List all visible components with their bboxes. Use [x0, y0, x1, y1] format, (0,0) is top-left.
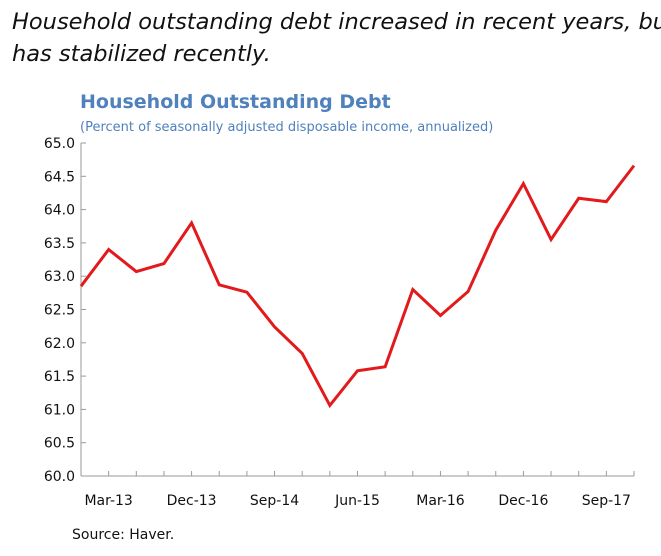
x-axis: Mar-13 Dec-13 Sep-14 Jun-15 Mar-16 Dec-16 Sep-… [80, 471, 635, 509]
y-tick-label: 64.5 [44, 169, 75, 185]
source-note: Source: Haver. [72, 527, 175, 543]
headline-line-2: has stabilized recently. [12, 41, 271, 67]
headline-line-1: Household outstanding debt increased in … [12, 9, 661, 35]
y-tick-label: 62.5 [44, 303, 75, 319]
x-tick-label: Sep-14 [250, 493, 299, 509]
y-axis: 60.0 60.5 61.0 61.5 62.0 62.5 63.0 63.5 64.0 64.5… [44, 136, 86, 485]
y-tick-label: 60.5 [44, 436, 75, 452]
y-tick-label: 62.0 [44, 336, 75, 352]
x-tick-label: Mar-16 [416, 493, 464, 509]
y-tick-label: 60.0 [44, 469, 75, 485]
x-tick-label: Mar-13 [84, 493, 132, 509]
x-tick-label: Sep-17 [582, 493, 631, 509]
series-lines [79, 164, 636, 409]
x-tick-label: Dec-16 [498, 493, 548, 509]
x-tick-label: Jun-15 [334, 493, 380, 509]
y-tick-label: 64.0 [44, 203, 75, 219]
series-line [79, 164, 636, 409]
x-tick-label: Dec-13 [167, 493, 217, 509]
y-tick-label: 61.0 [44, 402, 75, 418]
chart-title: Household Outstanding Debt [80, 91, 391, 113]
y-tick-label: 63.0 [44, 269, 75, 285]
y-tick-label: 63.5 [44, 236, 75, 252]
y-tick-label: 65.0 [44, 136, 75, 152]
chart-subtitle: (Percent of seasonally adjusted disposab… [80, 120, 494, 135]
headline: Household outstanding debt increased in … [12, 6, 661, 70]
y-tick-label: 61.5 [44, 369, 75, 385]
